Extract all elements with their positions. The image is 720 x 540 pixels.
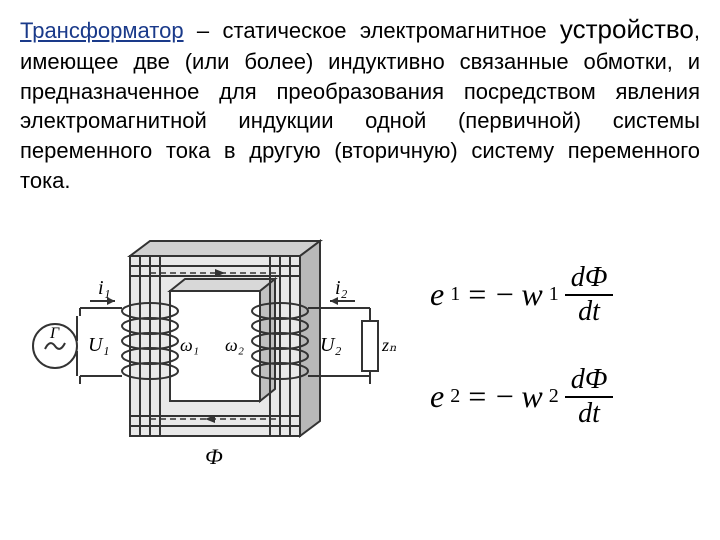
formula-e2: e2 = − w2 dФ dt xyxy=(430,366,700,428)
eq2: = xyxy=(466,378,488,415)
f2-lhs-var: e xyxy=(430,378,444,415)
label-i1: i₁ xyxy=(98,277,111,299)
f2-den: dt xyxy=(578,398,600,428)
f1-coef-sub: 1 xyxy=(549,283,559,306)
device-word: устройство xyxy=(560,14,694,44)
label-w2: ω₂ xyxy=(225,335,244,355)
minus: − xyxy=(494,276,516,313)
f2-coef-sub: 2 xyxy=(549,385,559,408)
f2-fraction: dФ dt xyxy=(565,366,614,428)
f1-den: dt xyxy=(578,296,600,326)
eq: = xyxy=(466,276,488,313)
f1-num: dФ xyxy=(565,264,614,296)
formula-e1: e1 = − w1 dФ dt xyxy=(430,264,700,326)
f2-coef-var: w xyxy=(521,378,542,415)
label-w1: ω₁ xyxy=(180,335,199,355)
label-zn: zₙ xyxy=(381,335,397,355)
def-part1: статическое электромагнитное xyxy=(223,18,560,43)
content-row: i₁ i₂ U₁ U₂ ω₁ ω₂ zₙ Г Ф e1 = − w1 dФ dt… xyxy=(20,216,700,476)
label-i2: i₂ xyxy=(335,277,348,299)
label-U1: U₁ xyxy=(88,334,109,356)
f1-lhs-sub: 1 xyxy=(450,283,460,306)
formulas: e1 = − w1 dФ dt e2 = − w2 dФ dt xyxy=(430,216,700,476)
term: Трансформатор xyxy=(20,18,184,43)
label-flux: Ф xyxy=(205,444,223,469)
label-gen: Г xyxy=(49,325,60,342)
transformer-diagram: i₁ i₂ U₁ U₂ ω₁ ω₂ zₙ Г Ф xyxy=(20,216,410,476)
def-part2: , имеющее две (или более) индуктивно свя… xyxy=(20,18,700,193)
minus2: − xyxy=(494,378,516,415)
f1-fraction: dФ dt xyxy=(565,264,614,326)
f1-lhs-var: e xyxy=(430,276,444,313)
dash: – xyxy=(184,18,223,43)
f2-lhs-sub: 2 xyxy=(450,385,460,408)
f1-coef-var: w xyxy=(521,276,542,313)
f2-num: dФ xyxy=(565,366,614,398)
definition-text: Трансформатор – статическое электромагни… xyxy=(20,12,700,196)
label-U2: U₂ xyxy=(320,334,341,356)
